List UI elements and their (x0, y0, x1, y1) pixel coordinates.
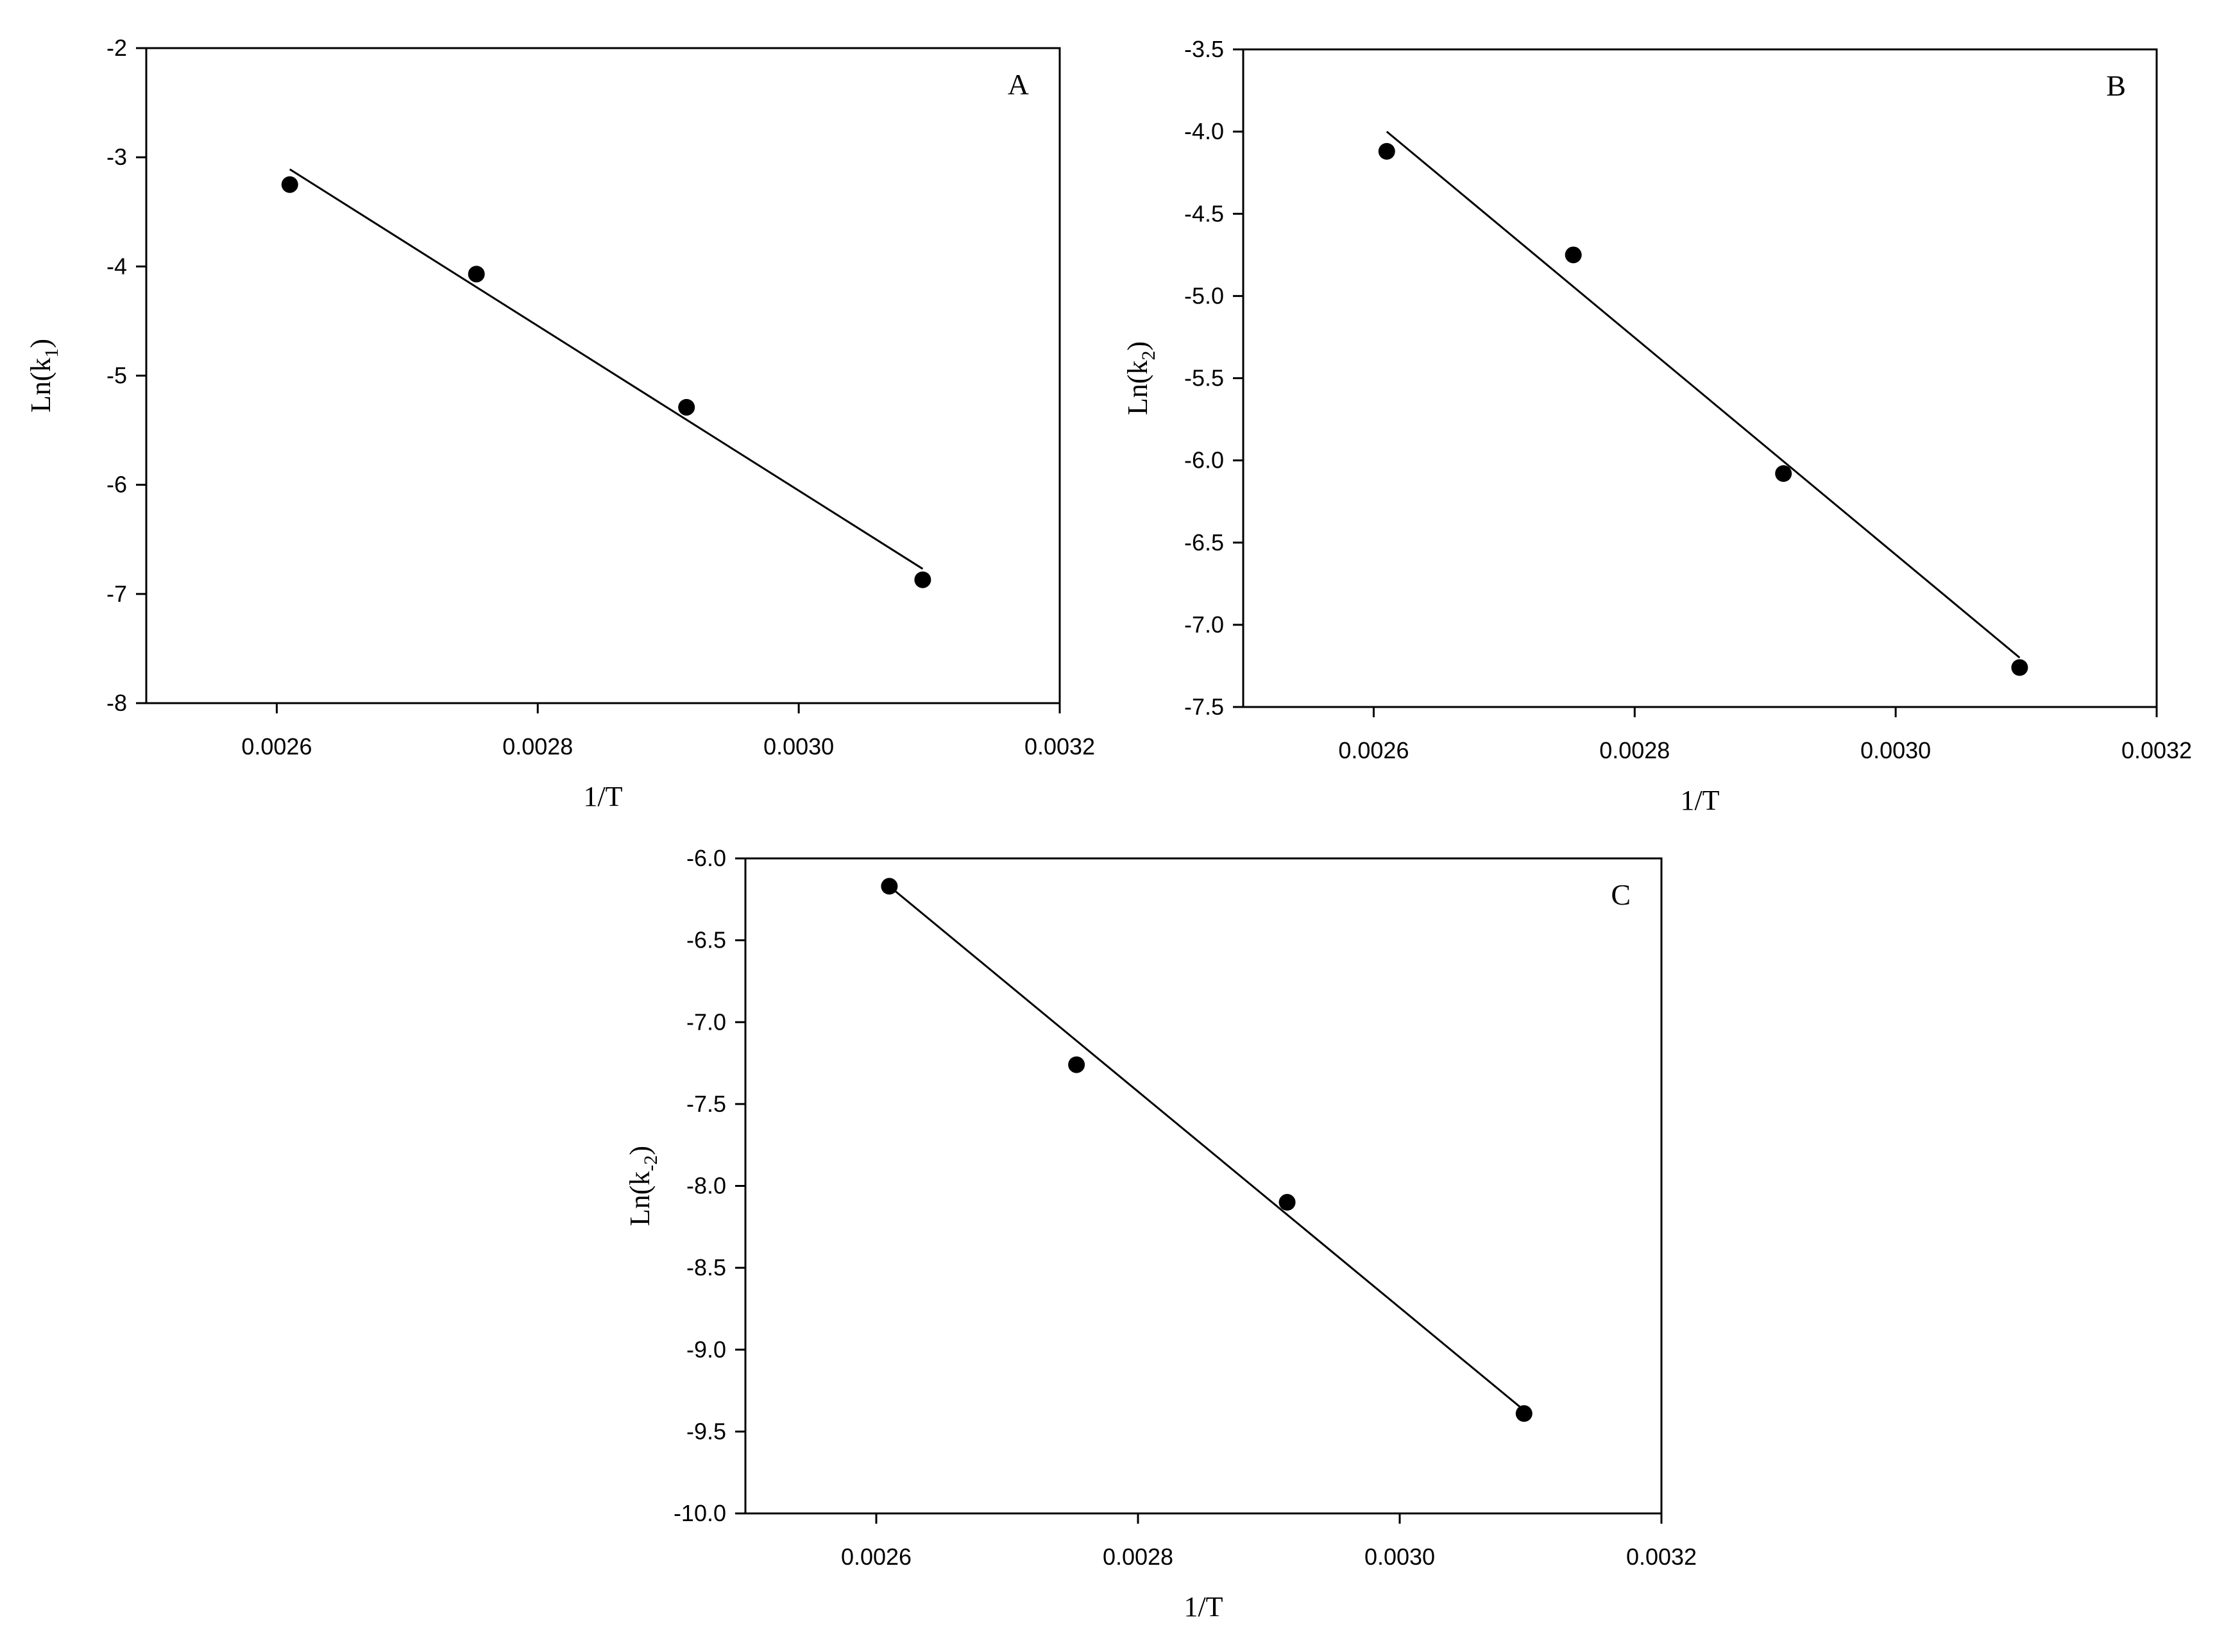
x-tick-label: 0.0028 (502, 733, 573, 760)
fit-line (1386, 130, 2021, 659)
chart-panel-a: -2 -3 -4 -5 -6 -7 -8 0.0026 0.0028 0.0030 0.0032 A 1… (25, 35, 1095, 812)
panel-label: A (1008, 68, 1029, 101)
x-tick-label: 0.0032 (1024, 733, 1095, 760)
x-tick-label: 0.0032 (1626, 1544, 1697, 1570)
x-tick-label: 0.0028 (1599, 737, 1670, 763)
x-axis-title: 1/T (583, 781, 622, 812)
y-tick-label: -7.0 (686, 1009, 726, 1035)
y-tick-label: -8.5 (686, 1254, 726, 1281)
data-point (1378, 142, 1395, 160)
y-tick-label: -2 (106, 35, 127, 61)
y-axis-title-close: ) (25, 339, 56, 348)
y-tick-label: -5.0 (1184, 282, 1224, 309)
data-point (1278, 1194, 1296, 1211)
y-tick-label: -5.5 (1184, 365, 1224, 391)
y-tick-label: -6 (106, 472, 127, 498)
data-point (678, 398, 695, 416)
y-tick-label: -5 (106, 362, 127, 389)
plot-frame (145, 47, 1061, 704)
y-tick-label: -4 (106, 253, 127, 279)
x-axis-title: 1/T (1184, 1591, 1223, 1622)
x-tick-label: 0.0026 (841, 1544, 912, 1570)
y-axis-title-close: ) (1122, 341, 1153, 351)
y-axis-title-subscript: 2 (1138, 351, 1159, 361)
x-axis-title: 1/T (1680, 785, 1719, 816)
data-point (281, 176, 298, 193)
data-point (1775, 465, 1792, 482)
y-tick-label: -9.0 (686, 1336, 726, 1363)
y-tick-label: -6.0 (1184, 447, 1224, 473)
y-axis-title-base: Ln(k (1122, 361, 1153, 416)
y-axis-title: Ln(k2) (1122, 341, 1159, 415)
y-axis-title-base: Ln(k (25, 358, 56, 413)
data-point (881, 878, 898, 895)
y-axis-title-subscript: 1 (41, 348, 62, 358)
y-tick-label: -6.5 (686, 927, 726, 953)
x-tick-label: 0.0032 (2121, 737, 2192, 763)
y-axis-title-close: ) (624, 1146, 656, 1155)
fit-line (289, 168, 924, 570)
y-axis-title-base: Ln(k (624, 1171, 656, 1227)
data-point (468, 266, 485, 283)
x-tick-label: 0.0026 (241, 733, 312, 760)
chart-panel-b: -3.5 -4.0 -4.5 -5.0 -5.5 -6.0 -6.5 -7.0 -7.5 0.00… (1122, 36, 2192, 816)
data-point (914, 571, 931, 588)
y-tick-label: -8 (106, 690, 127, 716)
y-axis-title: Ln(k-2) (624, 1146, 661, 1226)
y-tick-label: -7.0 (1184, 611, 1224, 638)
chart-panel-c: -6.0 -6.5 -7.0 -7.5 -8.0 -8.5 -9.0 -9.5 -10.0 0.0… (624, 845, 1697, 1622)
data-point (1565, 246, 1582, 264)
y-tick-label: -4.0 (1184, 118, 1224, 144)
fit-line (888, 885, 1525, 1411)
x-tick-label: 0.0030 (1364, 1544, 1435, 1570)
y-axis-title: Ln(k1) (25, 339, 62, 413)
y-tick-label: -3.5 (1184, 36, 1224, 62)
y-tick-label: -3 (106, 144, 127, 170)
y-tick-label: -8.0 (686, 1173, 726, 1199)
y-tick-label: -7.5 (1184, 694, 1224, 720)
x-tick-label: 0.0028 (1103, 1544, 1173, 1570)
y-tick-label: -9.5 (686, 1418, 726, 1444)
y-tick-label: -6.0 (686, 845, 726, 871)
x-tick-label: 0.0026 (1338, 737, 1409, 763)
data-point (2011, 659, 2028, 676)
data-point (1515, 1405, 1533, 1422)
data-point (1068, 1056, 1085, 1073)
y-tick-label: -4.5 (1184, 200, 1224, 226)
x-tick-label: 0.0030 (763, 733, 834, 760)
panel-label: C (1611, 878, 1631, 911)
x-tick-label: 0.0030 (1860, 737, 1931, 763)
y-tick-label: -6.5 (1184, 529, 1224, 556)
y-tick-label: -7 (106, 581, 127, 607)
panel-label: B (2106, 69, 2126, 102)
y-axis-title-subscript: -2 (640, 1155, 661, 1171)
y-tick-label: -7.5 (686, 1091, 726, 1117)
y-tick-label: -10.0 (674, 1500, 726, 1526)
